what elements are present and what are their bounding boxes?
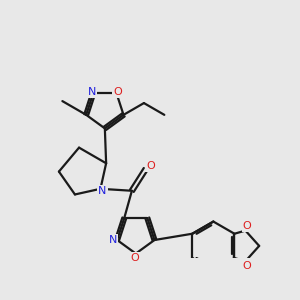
Text: N: N (88, 87, 96, 97)
Text: O: O (243, 221, 251, 231)
Text: N: N (109, 235, 117, 245)
Text: N: N (98, 186, 106, 196)
Text: O: O (130, 253, 140, 263)
Text: O: O (146, 161, 155, 171)
Text: O: O (243, 261, 251, 271)
Text: O: O (113, 87, 122, 97)
